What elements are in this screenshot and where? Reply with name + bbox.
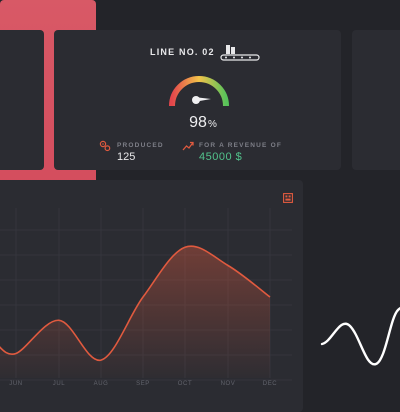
x-tick-aug: AUG <box>93 381 109 387</box>
revenue-label: FOR A REVENUE OF <box>199 142 283 149</box>
x-tick-sep: SEP <box>136 381 150 387</box>
conveyor-icon <box>220 45 260 61</box>
x-tick-jun: JUN <box>9 381 23 387</box>
left-card <box>0 30 44 170</box>
x-tick-oct: OCT <box>177 381 193 387</box>
area-fill <box>0 246 270 378</box>
export-icon[interactable] <box>283 193 293 203</box>
produced-value: 125 <box>117 151 136 163</box>
x-tick-nov: NOV <box>220 381 236 387</box>
right-card <box>352 30 400 170</box>
gears-icon <box>99 140 111 152</box>
gauge-needle <box>192 96 211 104</box>
gauge-unit: % <box>207 119 217 130</box>
revenue-value: 45000 $ <box>199 151 243 163</box>
series-line <box>0 245 271 361</box>
sparkline-path <box>320 306 400 366</box>
gauge-number: 98 <box>189 114 207 131</box>
sparkline <box>320 306 400 366</box>
line-title: LINE NO. 02 <box>150 47 215 57</box>
x-tick-jul: JUL <box>52 381 66 387</box>
x-tick-dec: DEC <box>262 381 278 387</box>
produced-label: PRODUCED <box>117 142 164 149</box>
area-chart <box>0 208 292 381</box>
efficiency-gauge <box>169 76 229 107</box>
trend-up-icon <box>182 141 194 151</box>
gauge-value: 98% <box>160 114 246 132</box>
